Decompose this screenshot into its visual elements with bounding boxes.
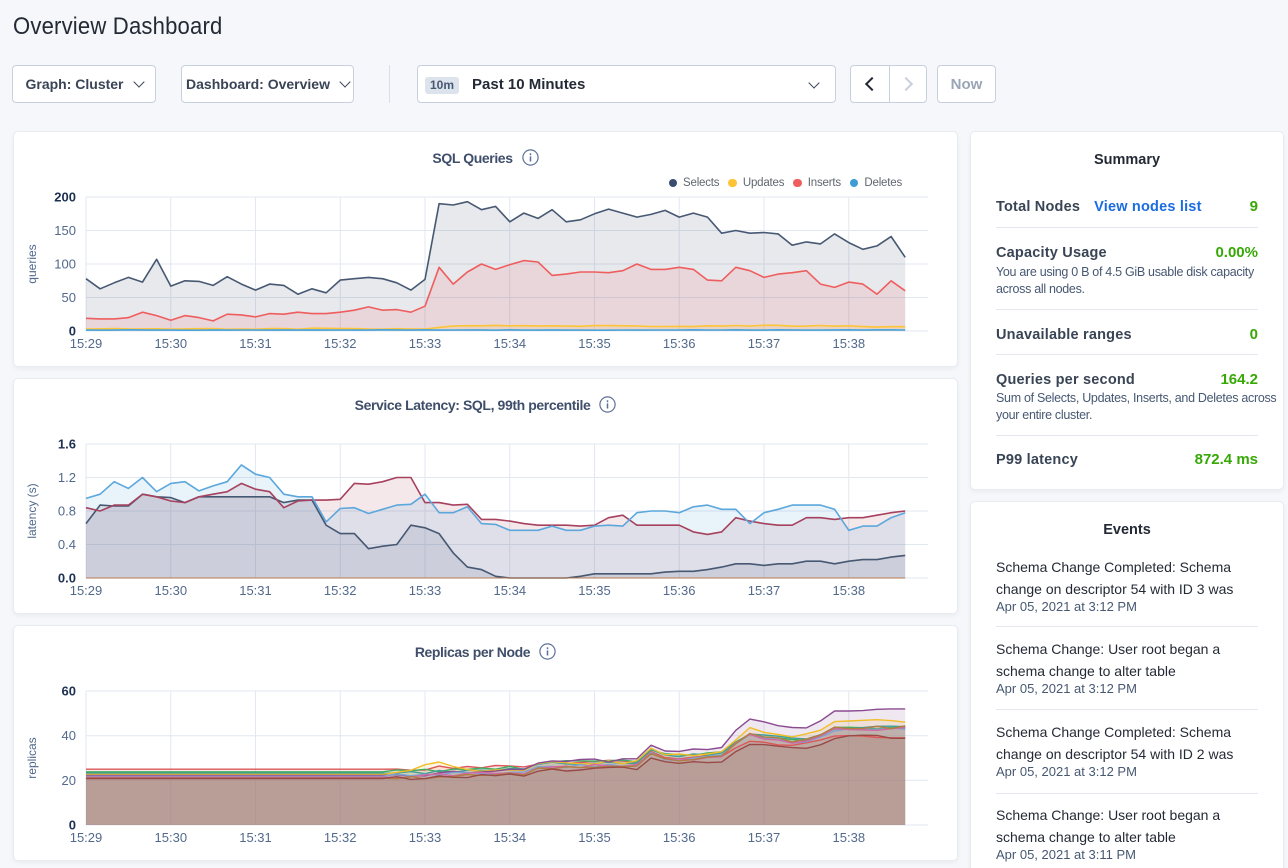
svg-text:15:36: 15:36 [663,336,696,351]
svg-text:150: 150 [54,223,76,238]
svg-text:15:38: 15:38 [833,830,866,845]
svg-text:15:33: 15:33 [409,830,442,845]
svg-text:15:32: 15:32 [324,830,357,845]
svg-text:15:30: 15:30 [155,830,188,845]
svg-text:15:29: 15:29 [70,583,103,598]
svg-text:15:38: 15:38 [833,336,866,351]
svg-text:15:34: 15:34 [494,336,527,351]
svg-text:15:37: 15:37 [748,336,781,351]
svg-text:1.2: 1.2 [58,470,76,485]
svg-text:replicas: replicas [25,737,39,778]
svg-text:queries: queries [25,244,39,283]
svg-text:100: 100 [54,257,76,272]
svg-text:15:31: 15:31 [239,583,272,598]
svg-text:15:35: 15:35 [578,583,611,598]
svg-text:15:33: 15:33 [409,583,442,598]
svg-text:15:34: 15:34 [494,583,527,598]
svg-text:15:37: 15:37 [748,583,781,598]
svg-text:200: 200 [54,190,76,205]
svg-text:0.4: 0.4 [58,537,76,552]
svg-text:15:36: 15:36 [663,583,696,598]
svg-text:15:29: 15:29 [70,336,103,351]
svg-text:15:29: 15:29 [70,830,103,845]
svg-text:15:36: 15:36 [663,830,696,845]
svg-text:15:32: 15:32 [324,336,357,351]
svg-text:15:37: 15:37 [748,830,781,845]
svg-text:0.0: 0.0 [58,571,76,586]
svg-text:50: 50 [62,290,76,305]
svg-text:15:35: 15:35 [578,830,611,845]
svg-text:latency (s): latency (s) [25,483,39,538]
svg-text:0: 0 [69,818,76,833]
svg-text:15:31: 15:31 [239,830,272,845]
svg-text:1.6: 1.6 [58,437,76,452]
svg-text:15:30: 15:30 [155,336,188,351]
svg-text:15:30: 15:30 [155,583,188,598]
svg-text:15:34: 15:34 [494,830,527,845]
svg-text:0.8: 0.8 [58,504,76,519]
svg-text:15:31: 15:31 [239,336,272,351]
svg-text:0: 0 [69,324,76,339]
svg-text:15:38: 15:38 [833,583,866,598]
svg-text:40: 40 [62,728,76,743]
svg-text:15:35: 15:35 [578,336,611,351]
svg-text:15:32: 15:32 [324,583,357,598]
svg-text:20: 20 [62,773,76,788]
svg-text:60: 60 [62,684,76,699]
svg-text:15:33: 15:33 [409,336,442,351]
